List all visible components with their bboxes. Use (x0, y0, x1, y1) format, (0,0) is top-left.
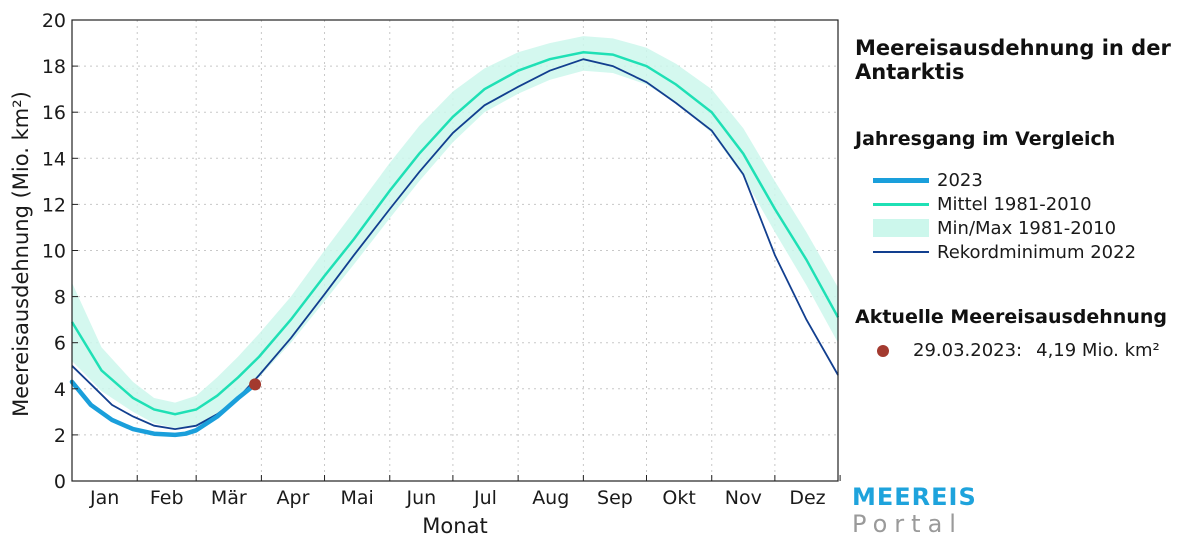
current-value-marker (249, 378, 262, 391)
min-max-band (72, 36, 838, 428)
y-tick-label: 18 (42, 56, 66, 78)
x-tick-label: Aug (532, 487, 569, 509)
series-line-rekordminimum (71, 58, 839, 431)
y-tick-label: 16 (42, 102, 66, 124)
legend-item-2023: 2023 (873, 168, 983, 192)
y-axis-ticks: 0 2 4 6 8 10 12 14 16 18 20 (42, 10, 78, 493)
x-tick-label: Dez (789, 487, 825, 509)
y-tick-label: 14 (42, 148, 66, 170)
legend-swatch-rekord (873, 251, 929, 253)
chart-title: Meereisausdehnung in der Antarktis (855, 36, 1171, 84)
legend-label: Rekordminimum 2022 (937, 241, 1137, 263)
x-tick-label: Okt (662, 487, 695, 509)
current-value-row: 29.03.2023: 4,19 Mio. km² (877, 340, 1160, 361)
sea-ice-chart: 0 2 4 6 8 10 12 14 16 18 20 Jan Feb Mär Apr Mai Jun Jul A… (9, 10, 841, 538)
y-tick-label: 12 (42, 194, 66, 216)
series-line-2023 (69, 379, 258, 438)
current-value: 4,19 Mio. km² (1036, 340, 1160, 361)
logo-text-bottom: Portal (852, 510, 963, 538)
y-tick-label: 6 (54, 333, 66, 355)
x-tick-label: Mai (340, 487, 373, 509)
x-axis-ticks: Jan Feb Mär Apr Mai Jun Jul Aug Sep Okt Nov Dez (71, 475, 841, 509)
meereisportal-logo[interactable]: MEEREIS Portal (852, 484, 977, 538)
x-tick-label: Mär (211, 487, 247, 509)
x-axis-title: Monat (422, 514, 487, 538)
x-tick-label: Nov (725, 487, 762, 509)
legend-swatch-mittel (873, 202, 929, 206)
y-tick-label: 2 (54, 425, 66, 447)
legend-swatch-2023 (873, 177, 929, 183)
current-date: 29.03.2023: (913, 340, 1023, 361)
x-tick-label: Jan (89, 487, 119, 509)
current-dot-icon (877, 344, 889, 357)
legend-item-rekord: Rekordminimum 2022 (873, 240, 1136, 264)
y-axis-title: Meereisausdehnung (Mio. km²) (9, 91, 33, 417)
x-tick-label: Sep (597, 487, 633, 509)
x-tick-label: Apr (277, 487, 310, 509)
legend-item-minmax: Min/Max 1981-2010 (873, 216, 1116, 240)
y-tick-label: 8 (54, 287, 66, 309)
legend-label: Mittel 1981-2010 (937, 193, 1092, 215)
y-tick-label: 10 (42, 241, 66, 263)
series-line-mittel (70, 51, 840, 416)
chart-subtitle: Jahresgang im Vergleich (855, 128, 1116, 150)
legend-label: 2023 (937, 169, 983, 191)
legend-item-mittel: Mittel 1981-2010 (873, 192, 1092, 216)
x-tick-label: Feb (150, 487, 184, 509)
legend-label: Min/Max 1981-2010 (937, 217, 1117, 239)
x-tick-label: Jul (473, 487, 497, 509)
y-tick-label: 0 (54, 471, 66, 493)
logo-text-top: MEEREIS (852, 483, 977, 511)
y-tick-label: 4 (54, 379, 66, 401)
y-tick-label: 20 (42, 10, 66, 32)
legend-swatch-minmax (873, 219, 929, 237)
current-heading: Aktuelle Meereisausdehnung (855, 306, 1167, 328)
x-tick-label: Jun (405, 487, 436, 509)
